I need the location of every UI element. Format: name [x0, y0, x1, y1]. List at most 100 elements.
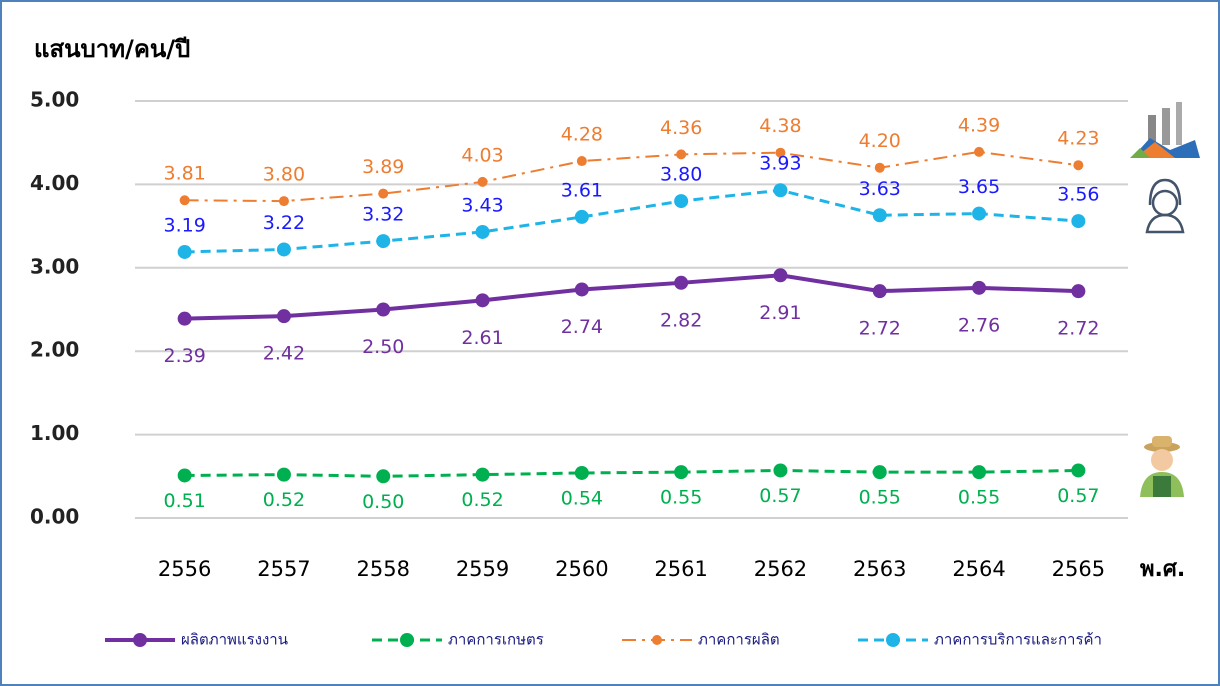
- x-tick-label: 2558: [357, 557, 410, 581]
- point: [276, 467, 291, 482]
- data-label: 4.39: [958, 114, 1000, 136]
- data-label: 0.55: [859, 487, 901, 509]
- point: [674, 465, 689, 480]
- data-label: 3.93: [759, 153, 801, 175]
- point: [276, 242, 291, 257]
- data-label: 3.63: [859, 178, 901, 200]
- point: [475, 293, 490, 308]
- point: [972, 465, 987, 480]
- chart-title: แสนบาท/คน/ปี: [34, 35, 190, 63]
- point: [177, 244, 192, 259]
- point: [278, 196, 289, 207]
- legend-label: ภาคการเกษตร: [448, 631, 544, 649]
- data-label: 2.74: [561, 316, 603, 338]
- point: [177, 468, 192, 483]
- point: [574, 209, 589, 224]
- data-label: 2.72: [1057, 318, 1099, 340]
- point: [276, 309, 291, 324]
- x-tick-label: 2557: [257, 557, 310, 581]
- data-label: 3.65: [958, 176, 1000, 198]
- point: [576, 156, 587, 167]
- data-label: 2.61: [461, 327, 503, 349]
- data-label: 3.22: [263, 212, 305, 234]
- point: [376, 469, 391, 484]
- point: [378, 188, 389, 199]
- data-label: 0.54: [561, 487, 603, 509]
- point: [674, 275, 689, 290]
- data-label: 2.50: [362, 336, 404, 358]
- legend-marker: [133, 633, 147, 647]
- point: [974, 146, 985, 157]
- x-tick-label: 2564: [952, 557, 1005, 581]
- data-label: 4.38: [759, 115, 801, 137]
- data-label: 3.43: [461, 194, 503, 216]
- legend-marker: [652, 635, 662, 645]
- data-label: 2.91: [759, 302, 801, 324]
- service-icon: [1145, 178, 1185, 234]
- series-line: [184, 468, 1079, 478]
- point: [972, 206, 987, 221]
- y-tick-label: 2.00: [30, 338, 79, 362]
- data-label: 0.52: [461, 489, 503, 511]
- y-tick-label: 5.00: [30, 88, 79, 112]
- y-tick-label: 3.00: [30, 254, 79, 278]
- data-label: 3.81: [163, 163, 205, 185]
- y-tick-label: 1.00: [30, 421, 79, 445]
- point: [475, 467, 490, 482]
- x-tick-label: 2556: [158, 557, 211, 581]
- point: [872, 208, 887, 223]
- x-tick-label: 2563: [853, 557, 906, 581]
- point: [1073, 160, 1084, 171]
- point: [872, 284, 887, 299]
- data-label: 0.55: [660, 487, 702, 509]
- data-label: 4.28: [561, 124, 603, 146]
- point: [674, 194, 689, 209]
- point: [872, 465, 887, 480]
- legend-label: ผลิตภาพแรงงาน: [181, 631, 288, 649]
- point: [376, 234, 391, 249]
- data-label: 0.55: [958, 487, 1000, 509]
- data-label: 2.82: [660, 309, 702, 331]
- point: [773, 268, 788, 283]
- data-label: 2.76: [958, 314, 1000, 336]
- factory-icon: [1130, 102, 1200, 158]
- y-tick-label: 4.00: [30, 171, 79, 195]
- data-label: 4.03: [461, 144, 503, 166]
- farmer-icon: [1140, 436, 1184, 497]
- x-tick-label: 2562: [754, 557, 807, 581]
- data-label: 2.42: [263, 343, 305, 365]
- data-label: 3.19: [163, 214, 205, 236]
- data-label: 0.50: [362, 491, 404, 513]
- point: [574, 465, 589, 480]
- legend-label: ภาคการบริการและการค้า: [934, 631, 1102, 649]
- x-tick-label: 2560: [555, 557, 608, 581]
- data-label: 4.20: [859, 130, 901, 152]
- point: [773, 183, 788, 198]
- point: [1071, 284, 1086, 299]
- point: [1071, 463, 1086, 478]
- point: [676, 149, 687, 160]
- x-tick-label: 2565: [1052, 557, 1105, 581]
- data-label: 3.89: [362, 156, 404, 178]
- data-label: 2.39: [163, 345, 205, 367]
- point: [773, 463, 788, 478]
- data-label: 3.80: [660, 164, 702, 186]
- data-label: 3.80: [263, 164, 305, 186]
- point: [775, 147, 786, 158]
- data-label: 3.32: [362, 204, 404, 226]
- data-label: 2.72: [859, 318, 901, 340]
- x-tick-label: 2561: [654, 557, 707, 581]
- series-line: [184, 273, 1079, 321]
- data-label: 4.36: [660, 117, 702, 139]
- point: [574, 282, 589, 297]
- data-label: 3.56: [1057, 184, 1099, 206]
- legend-marker: [886, 633, 900, 647]
- data-label: 0.52: [263, 489, 305, 511]
- data-label: 3.61: [561, 179, 603, 201]
- x-tick-label: 2559: [456, 557, 509, 581]
- point: [477, 176, 488, 187]
- point: [376, 302, 391, 317]
- point: [475, 224, 490, 239]
